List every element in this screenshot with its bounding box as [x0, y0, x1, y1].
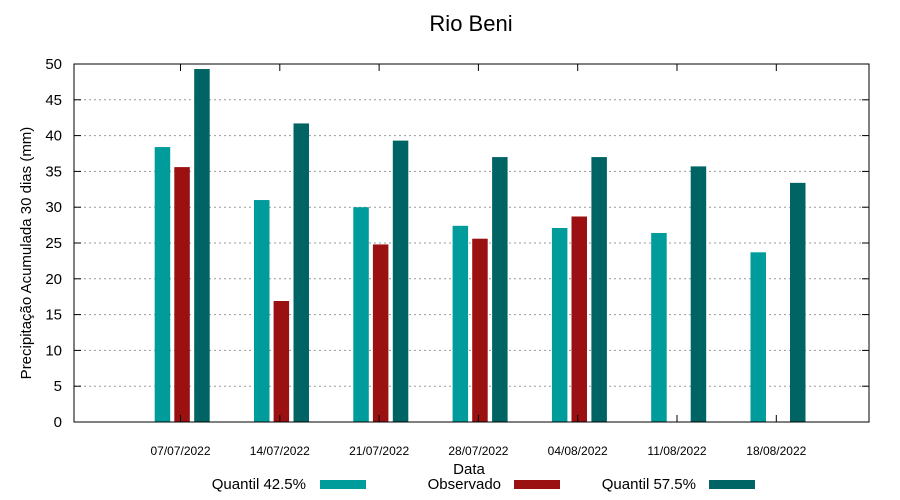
bar-observado-2 [372, 244, 389, 422]
bar-observado-0 [174, 167, 190, 422]
bar-quantil-42-5--5 [651, 232, 667, 422]
bar-quantil-57-5--4 [591, 157, 607, 422]
x-axis-label: Data [453, 461, 485, 478]
y-tick-label: 35 [45, 163, 62, 180]
bar-quantil-42-5--4 [551, 227, 568, 422]
chart-title: Rio Beni [429, 11, 512, 36]
bar-quantil-57-5--1 [293, 123, 309, 422]
y-tick-label: 15 [45, 307, 62, 324]
y-tick-label: 45 [45, 92, 62, 109]
bar-quantil-57-5--3 [492, 157, 508, 422]
bar-quantil-57-5--5 [690, 166, 707, 422]
legend-label: Observado [428, 476, 501, 493]
bar-quantil-57-5--6 [790, 182, 806, 422]
bar-quantil-42-5--6 [750, 252, 766, 422]
x-axis-ticks: 07/07/2022 14/07/2022 21/07/2022 28/07/2022… [150, 64, 807, 458]
bar-quantil-42-5--3 [452, 225, 469, 422]
y-tick-label: 10 [45, 342, 62, 359]
bar-quantil-42-5--0 [154, 147, 171, 422]
legend-label: Quantil 57.5% [602, 476, 696, 493]
bar-quantil-57-5--0 [194, 69, 210, 423]
legend-label: Quantil 42.5% [212, 476, 306, 493]
x-tick-label: 07/07/2022 [150, 444, 210, 458]
y-tick-label: 25 [45, 235, 62, 252]
bar-observado-4 [571, 216, 587, 422]
bar-quantil-42-5--2 [353, 207, 369, 422]
bar-observado-1 [273, 300, 290, 422]
x-tick-label: 11/08/2022 [647, 444, 706, 458]
y-tick-label: 50 [45, 56, 62, 73]
y-axis-label: Precipitação Acumulada 30 dias (mm) [18, 127, 35, 380]
bar-quantil-57-5--2 [392, 140, 409, 422]
x-tick-label: 04/08/2022 [548, 444, 608, 458]
bars [154, 69, 806, 423]
legend-swatch [709, 480, 755, 489]
legend: Quantil 42.5% Observado Quantil 57.5% [212, 476, 755, 493]
x-tick-label: 14/07/2022 [250, 444, 310, 458]
legend-swatch [320, 480, 366, 489]
y-tick-label: 0 [54, 414, 62, 431]
y-axis-ticks: 0 5 10 15 20 25 30 35 40 45 50 [45, 56, 869, 431]
y-tick-label: 30 [45, 199, 62, 216]
bar-quantil-42-5--1 [254, 200, 270, 422]
x-tick-label: 21/07/2022 [349, 444, 409, 458]
grid-lines [74, 99, 869, 387]
y-tick-label: 40 [45, 128, 62, 145]
x-tick-label: 18/08/2022 [746, 444, 806, 458]
bar-observado-3 [472, 238, 488, 422]
x-tick-label: 28/07/2022 [448, 444, 508, 458]
y-tick-label: 5 [54, 378, 62, 395]
y-tick-label: 20 [45, 271, 62, 288]
legend-swatch [514, 480, 560, 489]
